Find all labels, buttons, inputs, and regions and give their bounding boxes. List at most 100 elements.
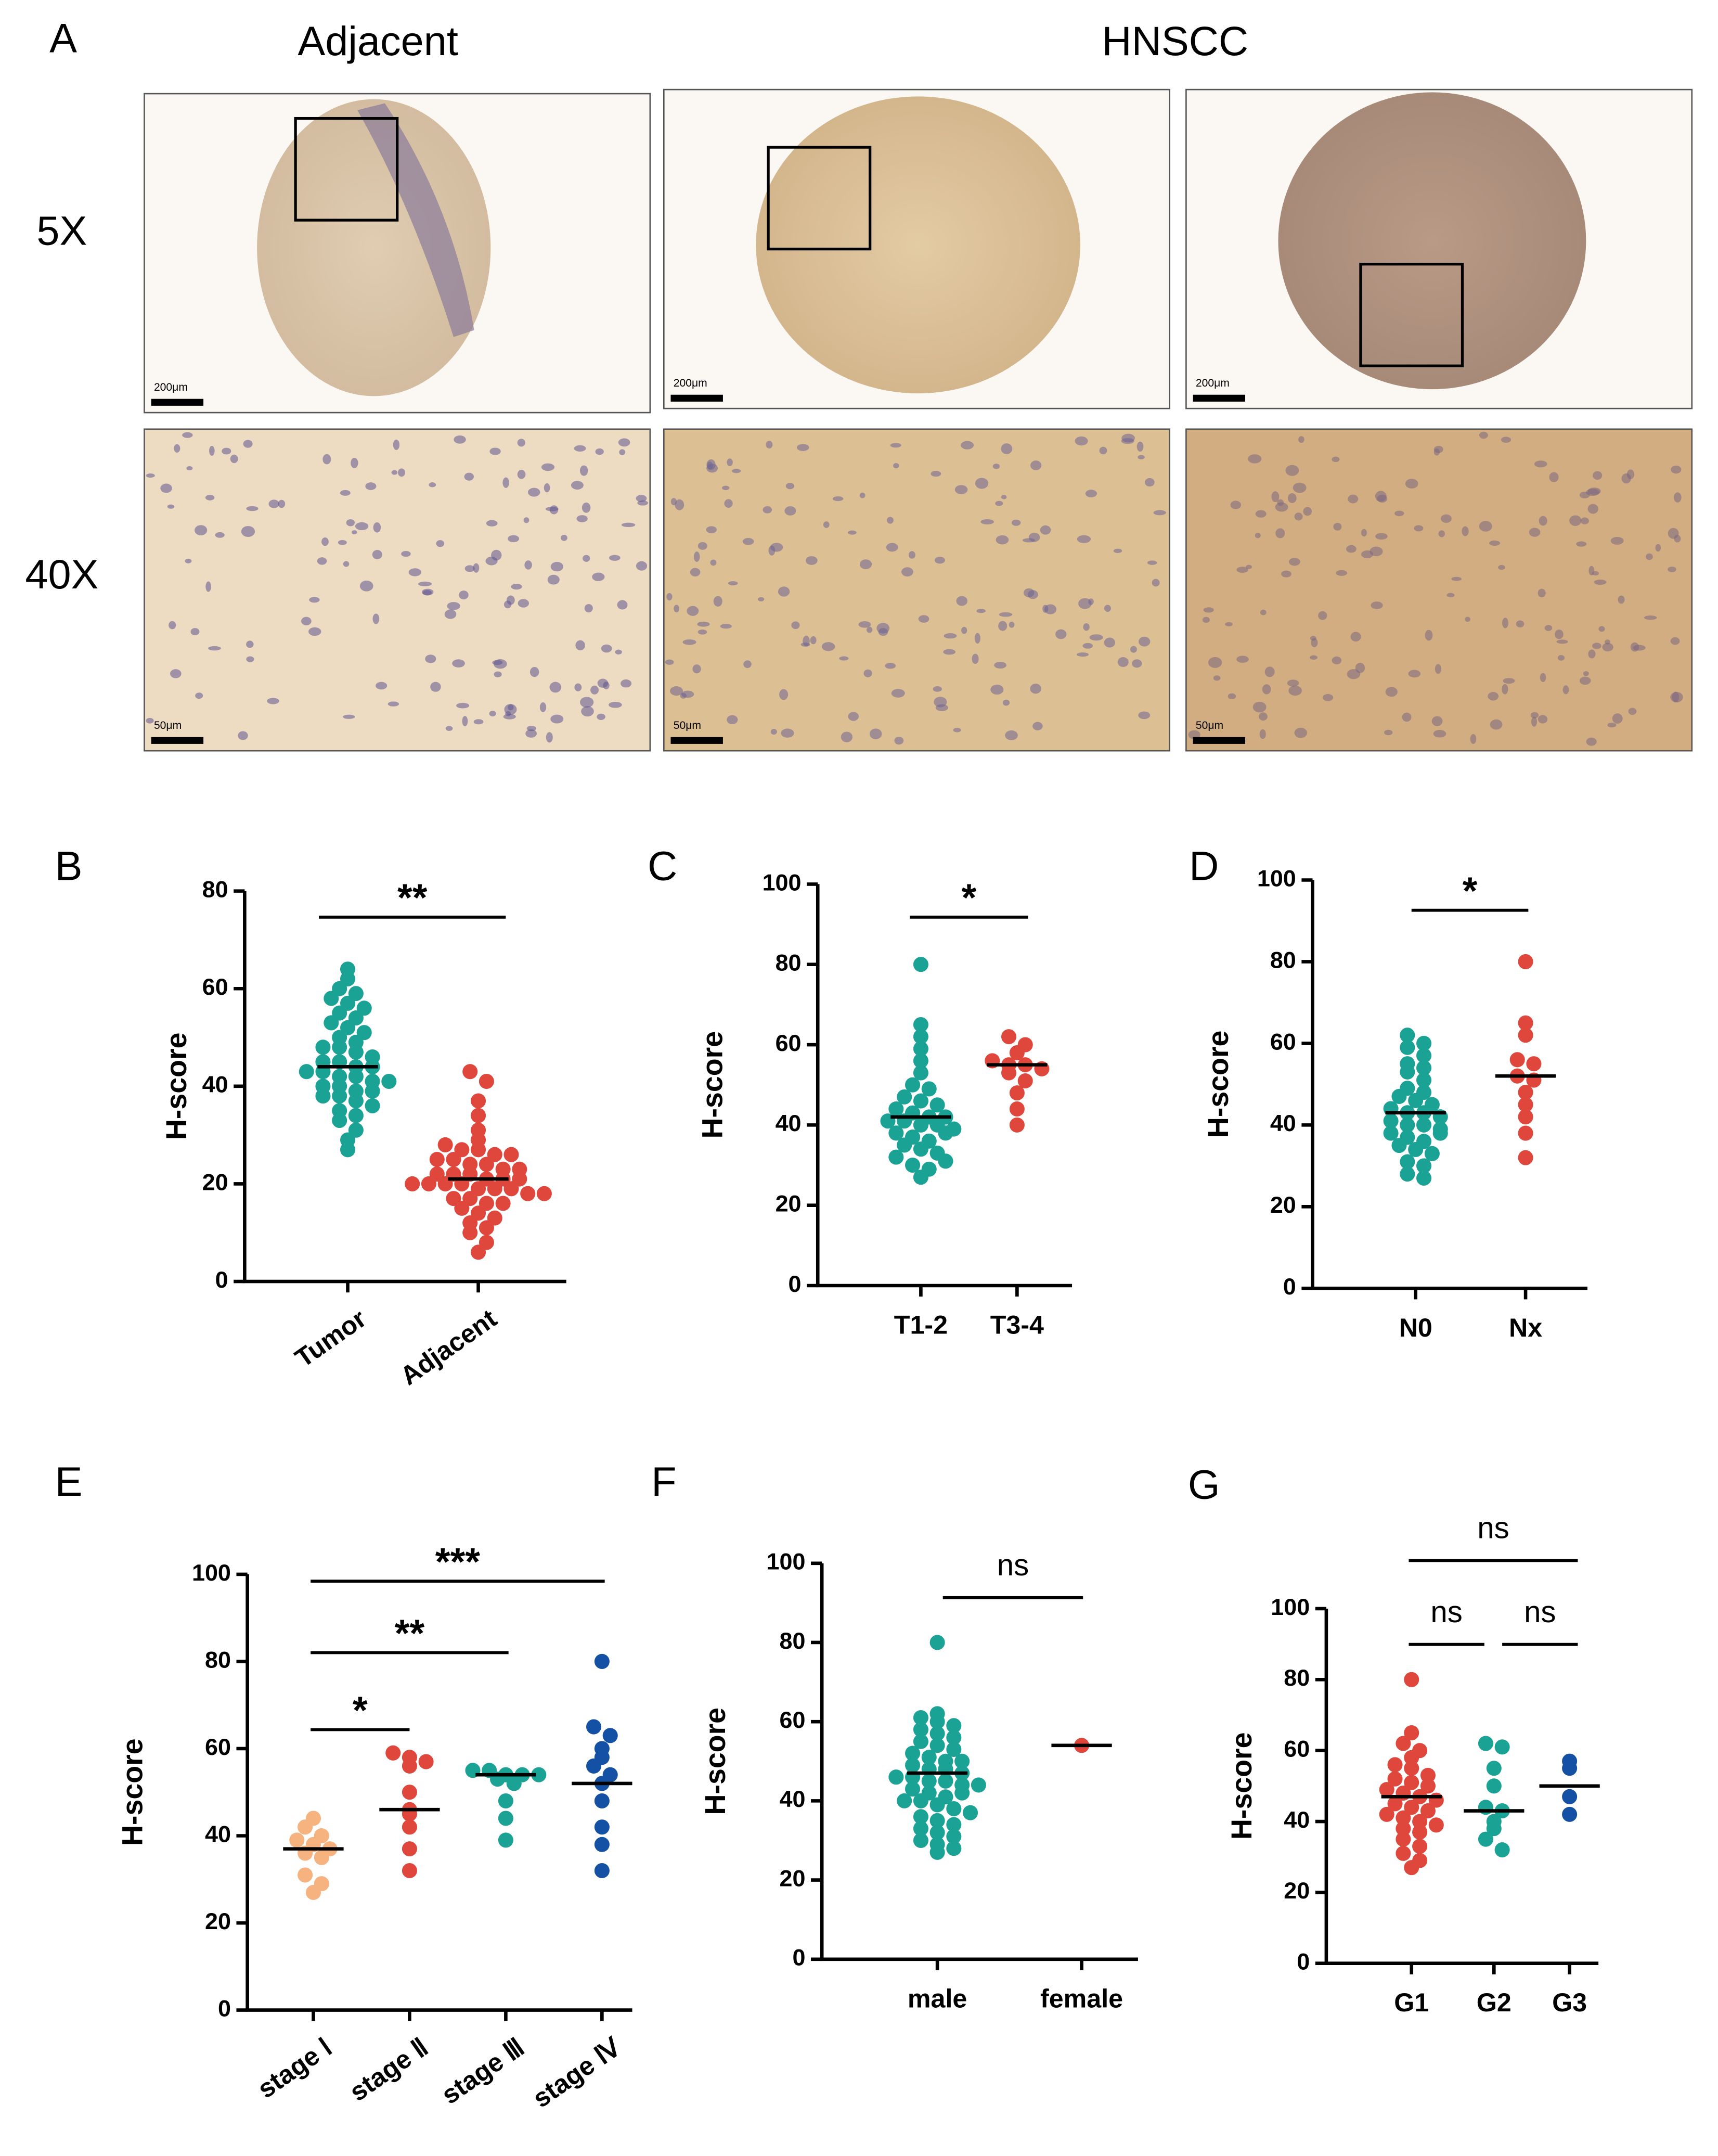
cell-nucleus <box>687 606 699 616</box>
cell-nucleus <box>1602 643 1613 652</box>
cell-nucleus <box>1275 502 1288 512</box>
data-point <box>913 1117 928 1133</box>
cell-nucleus <box>425 654 436 663</box>
cell-nucleus <box>1089 634 1103 641</box>
cell-nucleus <box>1023 588 1035 598</box>
cell-nucleus <box>1610 536 1624 545</box>
cell-nucleus <box>1130 646 1137 653</box>
y-tick-label: 80 <box>1270 946 1296 973</box>
data-point <box>1494 1842 1510 1858</box>
data-point <box>594 1793 610 1809</box>
cell-nucleus <box>692 664 701 674</box>
cell-nucleus <box>343 561 350 567</box>
cell-nucleus <box>697 629 707 635</box>
data-point <box>324 991 339 1006</box>
cell-nucleus <box>398 468 405 477</box>
cell-nucleus <box>1104 605 1111 612</box>
cell-nucleus <box>1612 713 1623 724</box>
y-tick-label: 40 <box>779 1786 805 1812</box>
cell-nucleus <box>893 463 899 469</box>
cell-nucleus <box>1255 532 1261 538</box>
cell-nucleus <box>990 684 1004 695</box>
cell-nucleus <box>1259 712 1268 721</box>
data-point <box>479 1157 494 1172</box>
data-point <box>503 1181 519 1197</box>
cell-nucleus <box>1618 595 1625 604</box>
cell-nucleus <box>1490 719 1503 730</box>
data-point <box>332 1088 347 1104</box>
cell-nucleus <box>1534 460 1547 468</box>
cell-nucleus <box>1113 548 1122 553</box>
data-point <box>405 1176 420 1191</box>
data-point <box>531 1767 547 1782</box>
scale-bar <box>670 394 723 402</box>
data-point <box>1404 1672 1419 1687</box>
data-point <box>536 1186 552 1201</box>
data-point <box>1412 1839 1428 1854</box>
cell-nucleus <box>619 449 626 455</box>
cell-nucleus <box>462 716 468 726</box>
cell-nucleus <box>1516 620 1525 627</box>
data-point <box>913 1793 928 1808</box>
cell-nucleus <box>550 561 564 572</box>
data-point <box>1416 1035 1432 1051</box>
cell-nucleus <box>489 447 501 455</box>
data-point <box>314 1850 329 1865</box>
cell-nucleus <box>1502 618 1508 628</box>
data-point <box>888 1149 904 1165</box>
data-point <box>348 1108 364 1123</box>
cell-nucleus <box>848 530 857 535</box>
cell-nucleus <box>524 560 532 570</box>
cell-nucleus <box>1433 729 1446 738</box>
cell-nucleus <box>1104 637 1116 648</box>
cell-nucleus <box>1311 638 1318 648</box>
data-point <box>402 1785 417 1800</box>
cell-nucleus <box>617 600 628 610</box>
cell-nucleus <box>167 504 175 509</box>
cell-nucleus <box>1531 716 1538 727</box>
data-point <box>520 1186 536 1201</box>
significance-label: * <box>353 1688 368 1731</box>
cell-nucleus <box>859 559 872 569</box>
data-point <box>1478 1800 1493 1815</box>
data-point <box>365 1083 380 1099</box>
data-point <box>1518 1097 1533 1112</box>
data-point <box>1001 1065 1017 1081</box>
y-tick-label: 60 <box>779 1706 805 1733</box>
y-tick-label: 0 <box>1297 1948 1310 1975</box>
cell-nucleus <box>550 714 564 724</box>
cell-nucleus <box>1586 737 1597 746</box>
cell-nucleus <box>511 584 522 590</box>
panel-letter: B <box>55 842 83 889</box>
cell-nucleus <box>190 628 200 636</box>
data-point <box>299 1064 314 1080</box>
data-point <box>462 1064 478 1080</box>
cell-nucleus <box>170 669 182 678</box>
cell-nucleus <box>464 472 474 481</box>
cell-nucleus <box>1138 711 1151 720</box>
cell-nucleus <box>975 478 989 489</box>
y-tick-label: 100 <box>1271 1594 1310 1620</box>
cell-nucleus <box>1333 522 1342 531</box>
cell-nucleus <box>727 715 738 725</box>
cell-nucleus <box>1136 441 1144 452</box>
data-point <box>479 1073 494 1089</box>
scale-bar-label: 200μm <box>1196 377 1230 389</box>
y-tick-label: 20 <box>1270 1191 1296 1218</box>
cell-nucleus <box>1077 535 1091 543</box>
data-point <box>498 1793 513 1809</box>
cell-nucleus <box>447 602 460 610</box>
cell-nucleus <box>876 623 890 634</box>
data-point <box>1420 1767 1436 1783</box>
data-point <box>921 1773 937 1789</box>
cell-nucleus <box>1030 460 1042 470</box>
data-point <box>298 1819 313 1835</box>
data-point <box>289 1832 305 1848</box>
cell-nucleus <box>681 690 694 698</box>
data-point <box>929 1726 945 1741</box>
cell-nucleus <box>502 477 509 488</box>
cell-nucleus <box>215 532 225 538</box>
data-point <box>1408 1141 1424 1157</box>
data-point <box>1432 1125 1448 1141</box>
cell-nucleus <box>1285 465 1299 476</box>
